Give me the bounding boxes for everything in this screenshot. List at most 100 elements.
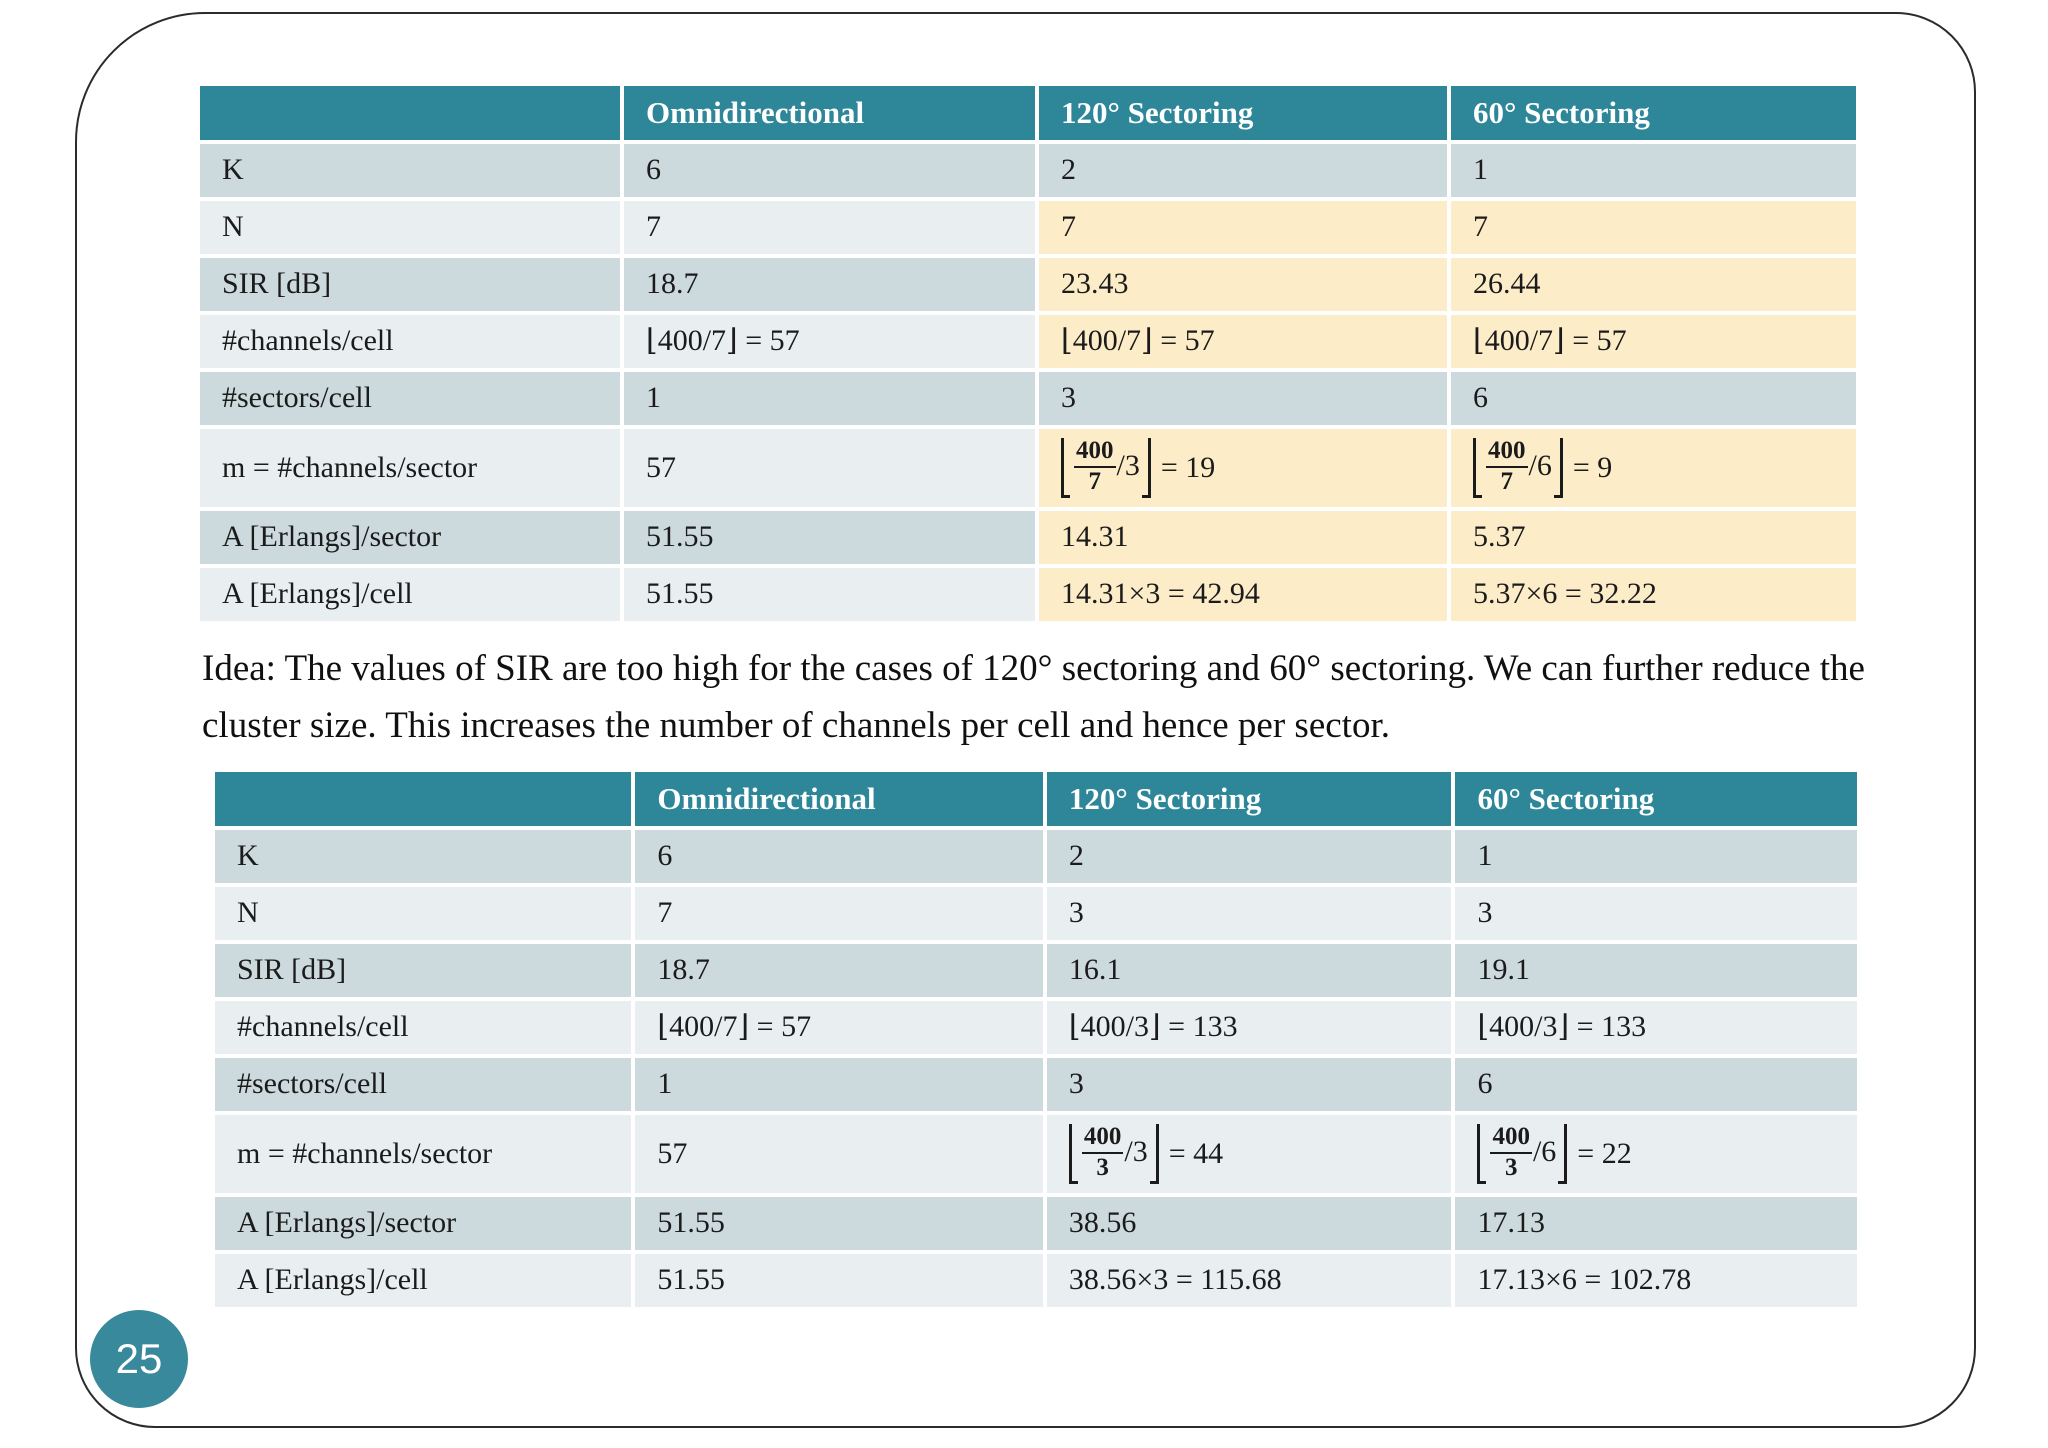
numerator: 400 [1486,437,1528,468]
result: = 19 [1160,450,1216,484]
value-cell: 2 [1039,144,1447,197]
value-cell: 57 [624,429,1035,507]
value-cell: ⌊400/7⌋ = 57 [1039,315,1447,368]
value-cell: 17.13 [1455,1197,1857,1250]
divisor: /3 [1124,1134,1148,1168]
corner-header-cell [215,772,632,826]
floor-fraction-expression: 400 3/6 = 22 [1477,1123,1632,1186]
floor-fraction-expression: 400 7/3 = 19 [1061,437,1215,500]
denominator: 7 [1088,467,1102,495]
value-cell: 18.7 [624,258,1035,311]
value-cell: 400 3/3 = 44 [1046,1115,1452,1193]
denominator: 7 [1500,467,1514,495]
floor-bracket-left-icon [1061,438,1070,498]
value-cell: 38.56×3 = 115.68 [1046,1254,1452,1307]
value-cell: 6 [1451,372,1856,425]
value-cell: 57 [635,1115,1043,1193]
fraction: 400 7 [1486,437,1528,496]
value-cell: 1 [624,372,1035,425]
fraction: 400 3 [1081,1123,1124,1182]
row-label: m = #channels/sector [200,429,620,507]
value-cell: 6 [1455,1058,1857,1111]
row-label: A [Erlangs]/sector [215,1197,632,1250]
floor-bracket-right-icon [1558,1124,1568,1184]
column-header: Omnidirectional [624,86,1035,140]
row-label: SIR [dB] [215,944,632,997]
idea-text: Idea: The values of SIR are too high for… [202,648,1865,747]
column-header: 60° Sectoring [1451,86,1856,140]
value-cell: ⌊400/3⌋ = 133 [1046,1001,1452,1054]
row-label: K [200,144,620,197]
value-cell: 1 [1455,830,1857,883]
slide-border [75,12,1976,1428]
value-cell: 14.31×3 = 42.94 [1039,568,1447,621]
column-header: 60° Sectoring [1455,772,1857,826]
column-header: Omnidirectional [635,772,1043,826]
numerator: 400 [1490,1123,1532,1154]
value-cell: 3 [1455,887,1857,940]
value-cell: 3 [1046,1058,1452,1111]
value-cell: 7 [1451,201,1856,254]
value-cell: 400 7/6 = 9 [1451,429,1856,507]
row-label: m = #channels/sector [215,1115,632,1193]
result: = 44 [1168,1136,1224,1170]
value-cell: 6 [635,830,1043,883]
fraction: 400 7 [1074,437,1116,496]
column-header: 120° Sectoring [1039,86,1447,140]
floor-bracket-left-icon [1068,1124,1078,1184]
divisor: /6 [1528,448,1552,482]
value-cell: 26.44 [1451,258,1856,311]
value-cell: ⌊400/7⌋ = 57 [624,315,1035,368]
result: = 9 [1572,450,1613,484]
floor-bracket-right-icon [1553,438,1563,498]
row-label: #sectors/cell [200,372,620,425]
value-cell: 7 [1039,201,1447,254]
numerator: 400 [1074,437,1116,468]
value-cell: 5.37 [1451,511,1856,564]
value-cell: 19.1 [1455,944,1857,997]
floor-fraction-expression: 400 3/3 = 44 [1068,1123,1224,1186]
value-cell: 38.56 [1046,1197,1452,1250]
value-cell: 51.55 [635,1197,1043,1250]
row-label: N [215,887,632,940]
value-cell: 2 [1046,830,1452,883]
sectoring-table-bottom: Omnidirectional 120° Sectoring 60° Sectori… [215,772,1857,1307]
value-cell: ⌊400/7⌋ = 57 [1451,315,1856,368]
row-label: #channels/cell [200,315,620,368]
floor-bracket-right-icon [1141,438,1151,498]
row-label: K [215,830,632,883]
page-number: 25 [115,1335,163,1382]
value-cell: 3 [1046,887,1452,940]
value-cell: 3 [1039,372,1447,425]
row-label: A [Erlangs]/cell [215,1254,632,1307]
value-cell: 400 7/3 = 19 [1039,429,1447,507]
value-cell: ⌊400/7⌋ = 57 [635,1001,1043,1054]
value-cell: 1 [1451,144,1856,197]
row-label: #sectors/cell [215,1058,632,1111]
value-cell: 51.55 [635,1254,1043,1307]
value-cell: 5.37×6 = 32.22 [1451,568,1856,621]
page-number-badge: 25 [90,1310,188,1408]
value-cell: 17.13×6 = 102.78 [1455,1254,1857,1307]
floor-fraction-expression: 400 7/6 = 9 [1473,437,1612,500]
denominator: 3 [1504,1153,1518,1181]
divisor: /6 [1532,1134,1557,1168]
value-cell: 14.31 [1039,511,1447,564]
value-cell: 16.1 [1046,944,1452,997]
result: = 22 [1577,1136,1632,1170]
value-cell: 400 3/6 = 22 [1455,1115,1857,1193]
value-cell: 7 [624,201,1035,254]
floor-bracket-left-icon [1477,1124,1487,1184]
row-label: A [Erlangs]/cell [200,568,620,621]
value-cell: 6 [624,144,1035,197]
corner-header-cell [200,86,620,140]
value-cell: ⌊400/3⌋ = 133 [1455,1001,1857,1054]
numerator: 400 [1081,1123,1124,1154]
floor-bracket-right-icon [1149,1124,1159,1184]
value-cell: 1 [635,1058,1043,1111]
value-cell: 51.55 [624,568,1035,621]
fraction: 400 3 [1490,1123,1532,1182]
row-label: A [Erlangs]/sector [200,511,620,564]
row-label: SIR [dB] [200,258,620,311]
denominator: 3 [1096,1153,1109,1181]
